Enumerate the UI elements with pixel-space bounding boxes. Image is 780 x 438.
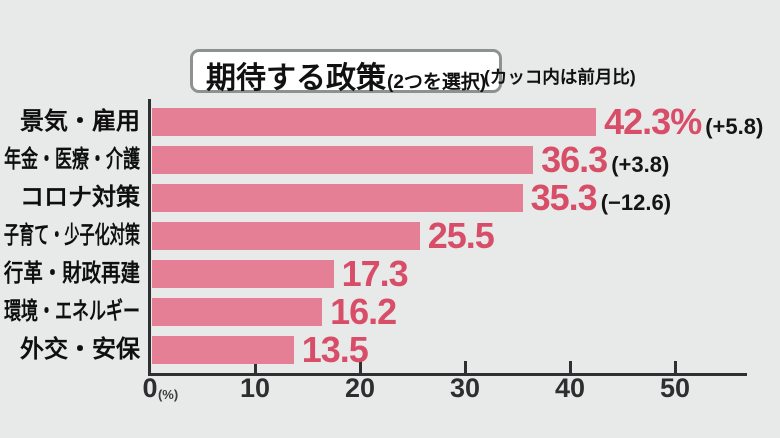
bar-row: 環境・エネルギー 16.2 [4,294,780,330]
plot-area: 景気・雇用 42.3% (+5.8) 年金・医療・介護 36.3 (+3.8) コロ… [4,104,780,378]
x-axis-tick-label: 0 (%) [142,373,179,403]
change-label: (+5.8) [705,114,764,139]
x-axis-tick [253,361,257,373]
x-axis-tick-label: 10 [239,373,271,403]
bar-row: 景気・雇用 42.3% (+5.8) [20,104,780,140]
change-label: (+3.8) [611,152,670,177]
bar [152,260,334,288]
bar [152,184,523,212]
chart-title-paren: (2つを選択) [387,72,487,93]
bar-row: コロナ対策 35.3 (−12.6) [20,180,780,216]
bar-row: 子育て・少子化対策 25.5 [4,218,780,254]
change-label: (−12.6) [600,190,672,215]
x-axis-tick [463,361,467,373]
value-label: 25.5 [427,215,495,256]
x-axis-tick-label: 40 [554,373,586,403]
x-axis-tick [568,361,572,373]
chart-title: 期待する政策 [206,62,386,95]
bar-row: 外交・安保 13.5 [20,332,780,368]
value-label: 13.5 [301,329,369,370]
value-label: 35.3 [530,177,598,218]
chart-note: (カッコ内は前月比) [484,67,636,87]
category-label: 景気・雇用 [20,108,140,135]
x-axis-tick [358,361,362,373]
x-axis-ticks: 0 (%) 10 20 30 40 50 [142,0,780,438]
x-axis-line [148,373,747,376]
x-axis-tick-label: 20 [344,373,376,403]
category-label: 環境・エネルギー [4,298,140,325]
bar-row: 年金・医療・介護 36.3 (+3.8) [4,142,780,178]
x-axis-tick-label: 50 [659,373,691,403]
bar [152,298,323,326]
chart-title-box: 期待する政策 (2つを選択) [190,49,503,95]
value-label: 42.3% [604,101,702,142]
x-axis-tick-label: 30 [449,373,481,403]
y-axis-line [148,99,151,376]
category-label: コロナ対策 [20,184,140,211]
bar [152,108,597,136]
bar [152,336,294,364]
x-axis-unit-label: (%) [157,387,179,402]
value-label: 36.3 [541,139,608,180]
value-label: 16.2 [330,291,397,332]
category-label: 行革・財政再建 [3,260,140,287]
category-label: 外交・安保 [20,336,140,363]
category-label: 年金・医療・介護 [4,146,140,173]
x-axis-tick [673,361,677,373]
bar-row: 行革・財政再建 17.3 [4,256,780,292]
bar [152,222,420,250]
bar [152,146,534,174]
category-label: 子育て・少子化対策 [3,222,140,249]
value-label: 17.3 [341,253,409,294]
